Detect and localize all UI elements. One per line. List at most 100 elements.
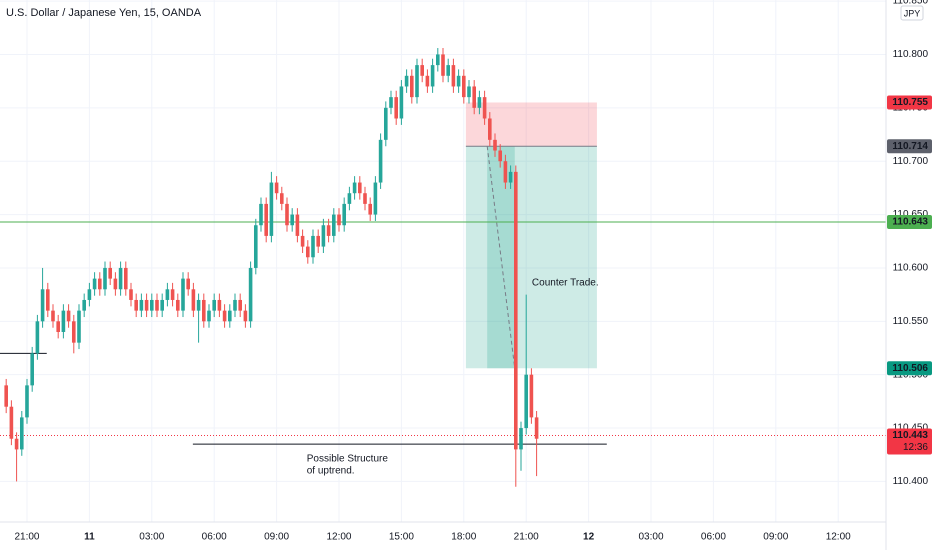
candle-body [342,203,346,226]
candle-body [129,289,133,300]
trade-path [486,146,516,369]
candle-body [368,203,372,215]
candle-body [92,278,97,290]
candle-body [305,246,310,258]
candle-body [4,385,8,407]
candle-body [227,310,232,322]
x-tick-label: 06:00 [202,532,227,543]
y-tick-label: 110.700 [893,156,929,167]
target-zone [465,146,597,369]
candle-body [373,182,378,215]
candle-body [352,182,357,194]
candle-body [186,278,190,290]
candle-body [467,86,471,98]
price-tag-label: 110.443 [892,430,928,441]
candle-body [316,235,320,247]
candle-body [498,150,503,162]
candle-body [451,65,456,87]
axes: 110.850110.800110.750110.700110.650110.6… [14,0,932,543]
candle-body [181,278,185,311]
candle-body [134,299,138,311]
candle-body [508,171,513,183]
candle-body [331,214,336,236]
candle-body [212,299,216,311]
candle-body [19,417,24,450]
candle-body [196,299,201,311]
candle-body [300,235,305,247]
candle-body [269,182,274,236]
candle-body [118,267,123,290]
annotation: of uptrend. [307,465,355,476]
candle-body [217,299,222,311]
chart-title: U.S. Dollar / Japanese Yen, 15, OANDA [6,7,202,19]
annotation: Possible Structure [307,454,389,465]
candle-body [472,86,477,108]
candle-body [347,193,352,204]
candle-body [311,235,315,258]
candle-body [493,139,497,151]
candle-body [253,225,258,268]
candle-body [456,75,461,87]
candle-body [35,321,40,354]
candle-body [285,203,289,226]
candle-body [394,97,398,119]
candle-body [420,65,424,76]
candle-body [238,299,242,311]
candle-body [534,417,539,439]
candle-body [274,182,279,194]
price-tag [887,361,932,376]
candle-body [77,310,81,343]
y-tick-label: 110.550 [893,316,929,327]
x-tick-label: 09:00 [264,532,289,543]
candle-body [155,299,159,311]
candle-body [243,310,248,322]
candle-body [404,75,409,87]
grid [0,0,886,522]
candle-body [56,321,60,332]
candle-body [201,299,206,322]
x-tick-label: 03:00 [638,532,663,543]
x-tick-label: 09:00 [763,532,788,543]
price-tag-label: 110.755 [892,97,928,108]
candle-body [326,225,331,236]
candle-body [477,97,482,108]
candle-body [425,75,430,87]
candle-body [222,310,227,322]
candle-body [66,310,71,322]
x-tick-label: 11 [84,532,95,543]
candle-body [514,171,518,450]
stop-zone [465,102,597,147]
candle-body [103,267,107,290]
candle-body [399,86,404,119]
candle-body [482,97,487,119]
price-tag-countdown: 12:36 [903,442,928,453]
price-tag-label: 110.643 [892,217,928,228]
candle-body [363,193,367,204]
y-tick-label: 110.650 [893,209,929,220]
candle-body [170,289,175,300]
y-tick-label: 110.400 [893,476,929,487]
candle-body [446,65,451,76]
currency-box [900,5,924,21]
price-tag-label: 110.714 [892,141,928,152]
candle-body [378,139,383,183]
x-tick-label: 12:00 [826,532,851,543]
candle-body [415,65,419,98]
candle-body [51,310,55,322]
y-tick-label: 110.450 [893,423,929,434]
candle-body [207,310,211,322]
price-tag [887,215,932,230]
candle-body [409,75,414,98]
candle-body [357,182,362,194]
candle-body [149,299,154,311]
annotation: Counter Trade. [532,278,599,289]
candle-body [279,193,284,204]
y-tick-label: 110.800 [893,49,929,60]
candle-body [503,161,508,183]
candle-body [82,299,86,311]
price-tag [887,139,932,154]
candle-body [524,374,529,429]
price-tag-label: 110.506 [892,363,928,374]
